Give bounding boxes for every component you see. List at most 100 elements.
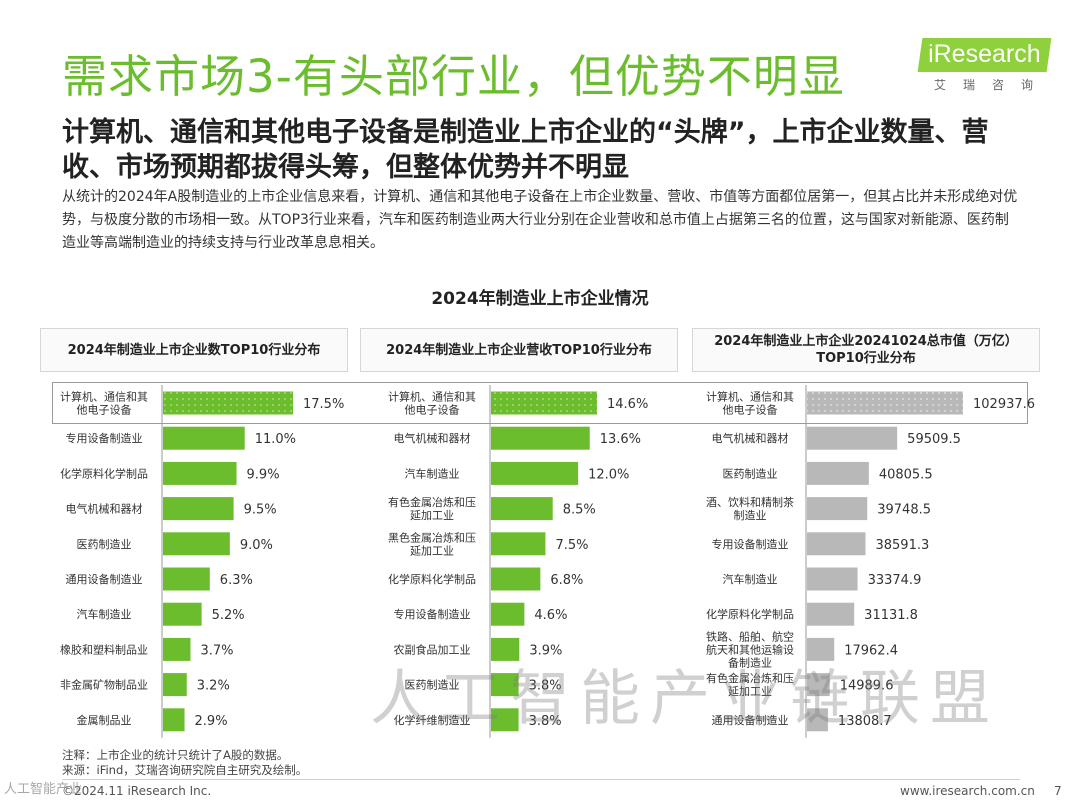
panel-header-market-value: 2024年制造业上市企业20241024总市值（万亿） TOP10行业分布 bbox=[692, 328, 1040, 372]
chart-2-bar bbox=[491, 602, 525, 626]
panel-header-count: 2024年制造业上市企业数TOP10行业分布 bbox=[40, 328, 348, 372]
chart-2-value-label: 3.8% bbox=[529, 679, 562, 694]
chart-2-bar bbox=[491, 391, 597, 415]
chart-2-category-label: 化学纤维制造业 bbox=[394, 713, 471, 727]
page-title: 需求市场3-有头部行业，但优势不明显 bbox=[62, 50, 845, 103]
chart-2-category-label: 有色金属冶炼和压 bbox=[388, 495, 476, 509]
chart-1-bar bbox=[163, 708, 185, 732]
slide-subtitle: 计算机、通信和其他电子设备是制造业上市企业的“头牌”，上市企业数量、营收、市场预… bbox=[62, 117, 989, 183]
chart-2-bar bbox=[491, 567, 541, 591]
iresearch-logo: iResearch 艾瑞咨询 bbox=[917, 38, 1051, 93]
chart-1-category-label: 计算机、通信和其 bbox=[60, 390, 148, 404]
chart-3-category-label: 铁路、船舶、航空 bbox=[706, 629, 794, 643]
source-text: 来源：iFind，艾瑞咨询研究院自主研究及绘制。 bbox=[62, 763, 308, 777]
logo-subtitle: 艾瑞咨询 bbox=[934, 78, 1051, 92]
chart-3-category-label: 酒、饮料和精制茶 bbox=[706, 495, 794, 509]
chart-3-category-label: 电气机械和器材 bbox=[712, 431, 789, 445]
figure-title: 2024年制造业上市企业情况 bbox=[431, 289, 649, 309]
chart-1-category-label: 他电子设备 bbox=[77, 403, 132, 417]
notes-block: 注释：上市企业的统计只统计了A股的数据。 来源：iFind，艾瑞咨询研究院自主研… bbox=[62, 748, 307, 778]
chart-2-category-label: 他电子设备 bbox=[405, 403, 460, 417]
chart-2-category-label: 医药制造业 bbox=[405, 678, 460, 692]
chart-1-category-label: 化学原料化学制品 bbox=[60, 466, 148, 480]
chart-3-bar bbox=[807, 602, 855, 626]
chart-1-category-label: 非金属矿物制品业 bbox=[60, 678, 148, 692]
chart-2-value-label: 8.5% bbox=[563, 503, 596, 518]
chart-2-value-label: 3.9% bbox=[529, 643, 562, 658]
chart-1-value-label: 17.5% bbox=[303, 397, 344, 412]
chart-2-category-label: 化学原料化学制品 bbox=[388, 572, 476, 586]
chart-1-category-label: 金属制品业 bbox=[77, 713, 132, 727]
panel-header-market-value-line1: 2024年制造业上市企业20241024总市值（万亿） bbox=[714, 334, 1018, 349]
chart-3-value-label: 38591.3 bbox=[875, 538, 929, 553]
chart-3-category-label: 有色金属冶炼和压 bbox=[706, 671, 794, 685]
footer-divider bbox=[62, 779, 1020, 780]
note-text: 注释：上市企业的统计只统计了A股的数据。 bbox=[62, 748, 289, 762]
chart-2-bar bbox=[491, 673, 519, 697]
chart-2-value-label: 12.0% bbox=[588, 467, 629, 482]
chart-2-category-label: 汽车制造业 bbox=[405, 466, 460, 480]
chart-2-value-label: 7.5% bbox=[555, 538, 588, 553]
chart-3-bar bbox=[807, 708, 828, 732]
chart-2-category-label: 黑色金属冶炼和压 bbox=[388, 530, 476, 544]
chart-3-value-label: 59509.5 bbox=[907, 432, 961, 447]
chart-1-value-label: 5.2% bbox=[212, 608, 245, 623]
chart-3-bar bbox=[807, 637, 835, 661]
chart-2-value-label: 13.6% bbox=[600, 432, 641, 447]
chart-2-bar bbox=[491, 637, 520, 661]
chart-3-value-label: 31131.8 bbox=[864, 608, 918, 623]
chart-1-bar bbox=[163, 532, 230, 556]
watermark: 人工智能产业链联盟 bbox=[370, 664, 1000, 734]
chart-3-bar bbox=[807, 391, 963, 415]
chart-3-value-label: 13808.7 bbox=[838, 714, 892, 729]
chart-3-value-label: 39748.5 bbox=[877, 503, 931, 518]
chart-1-category-label: 电气机械和器材 bbox=[66, 502, 143, 516]
chart-1-value-label: 3.2% bbox=[197, 679, 230, 694]
chart-2-category-label: 电气机械和器材 bbox=[394, 431, 471, 445]
chart-3-category-label: 延加工业 bbox=[728, 685, 772, 698]
chart-3-bar bbox=[807, 567, 858, 591]
chart-1-value-label: 3.7% bbox=[200, 643, 233, 658]
chart-2-bar bbox=[491, 497, 553, 521]
chart-3-value-label: 17962.4 bbox=[844, 643, 898, 658]
chart-2-value-label: 14.6% bbox=[607, 397, 648, 412]
panel-header-revenue: 2024年制造业上市企业营收TOP10行业分布 bbox=[360, 328, 678, 372]
chart-2-category-label: 延加工业 bbox=[410, 509, 454, 522]
chart-1-value-label: 9.0% bbox=[240, 538, 273, 553]
chart-2-value-label: 4.6% bbox=[534, 608, 567, 623]
chart-3-category-label: 制造业 bbox=[734, 508, 767, 522]
chart-3-category-label: 备制造业 bbox=[728, 655, 772, 669]
chart-1-value-label: 9.9% bbox=[247, 467, 280, 482]
chart-2-category-label: 延加工业 bbox=[410, 544, 454, 557]
chart-2-bar bbox=[491, 461, 579, 485]
chart-1-bar bbox=[163, 567, 210, 591]
chart-3-value-label: 33374.9 bbox=[868, 573, 922, 588]
watermark-badge: 人工智能产业 bbox=[4, 782, 83, 797]
chart-1-bar bbox=[163, 426, 245, 450]
chart-2-category-label: 计算机、通信和其 bbox=[388, 390, 476, 404]
chart-3-bar bbox=[807, 497, 868, 521]
chart-2-bar bbox=[491, 426, 590, 450]
chart-1-value-label: 6.3% bbox=[220, 573, 253, 588]
chart-3-bar bbox=[807, 532, 866, 556]
panel-header-market-value-line2: TOP10行业分布 bbox=[816, 351, 916, 366]
footer-url[interactable]: www.iresearch.com.cn bbox=[900, 784, 1035, 798]
chart-1-bar bbox=[163, 602, 202, 626]
chart-1-category-label: 汽车制造业 bbox=[77, 607, 132, 621]
chart-1-value-label: 9.5% bbox=[244, 503, 277, 518]
chart-2-value-label: 3.8% bbox=[529, 714, 562, 729]
chart-1-category-label: 医药制造业 bbox=[77, 537, 132, 551]
chart-1-bar bbox=[163, 391, 293, 415]
chart-2-bar bbox=[491, 708, 519, 732]
chart-3-category-label: 计算机、通信和其 bbox=[706, 390, 794, 404]
chart-1-value-label: 2.9% bbox=[195, 714, 228, 729]
chart-1-bar bbox=[163, 673, 187, 697]
chart-1-value-label: 11.0% bbox=[255, 432, 296, 447]
chart-3-value-label: 40805.5 bbox=[879, 467, 933, 482]
chart-3-category-label: 他电子设备 bbox=[723, 403, 778, 417]
chart-1-category-label: 专用设备制造业 bbox=[66, 431, 143, 445]
body-paragraph: 从统计的2024年A股制造业的上市企业信息来看，计算机、通信和其他电子设备在上市… bbox=[62, 189, 1018, 251]
chart-3-value-label: 102937.6 bbox=[973, 397, 1035, 412]
chart-2-bar bbox=[491, 532, 546, 556]
